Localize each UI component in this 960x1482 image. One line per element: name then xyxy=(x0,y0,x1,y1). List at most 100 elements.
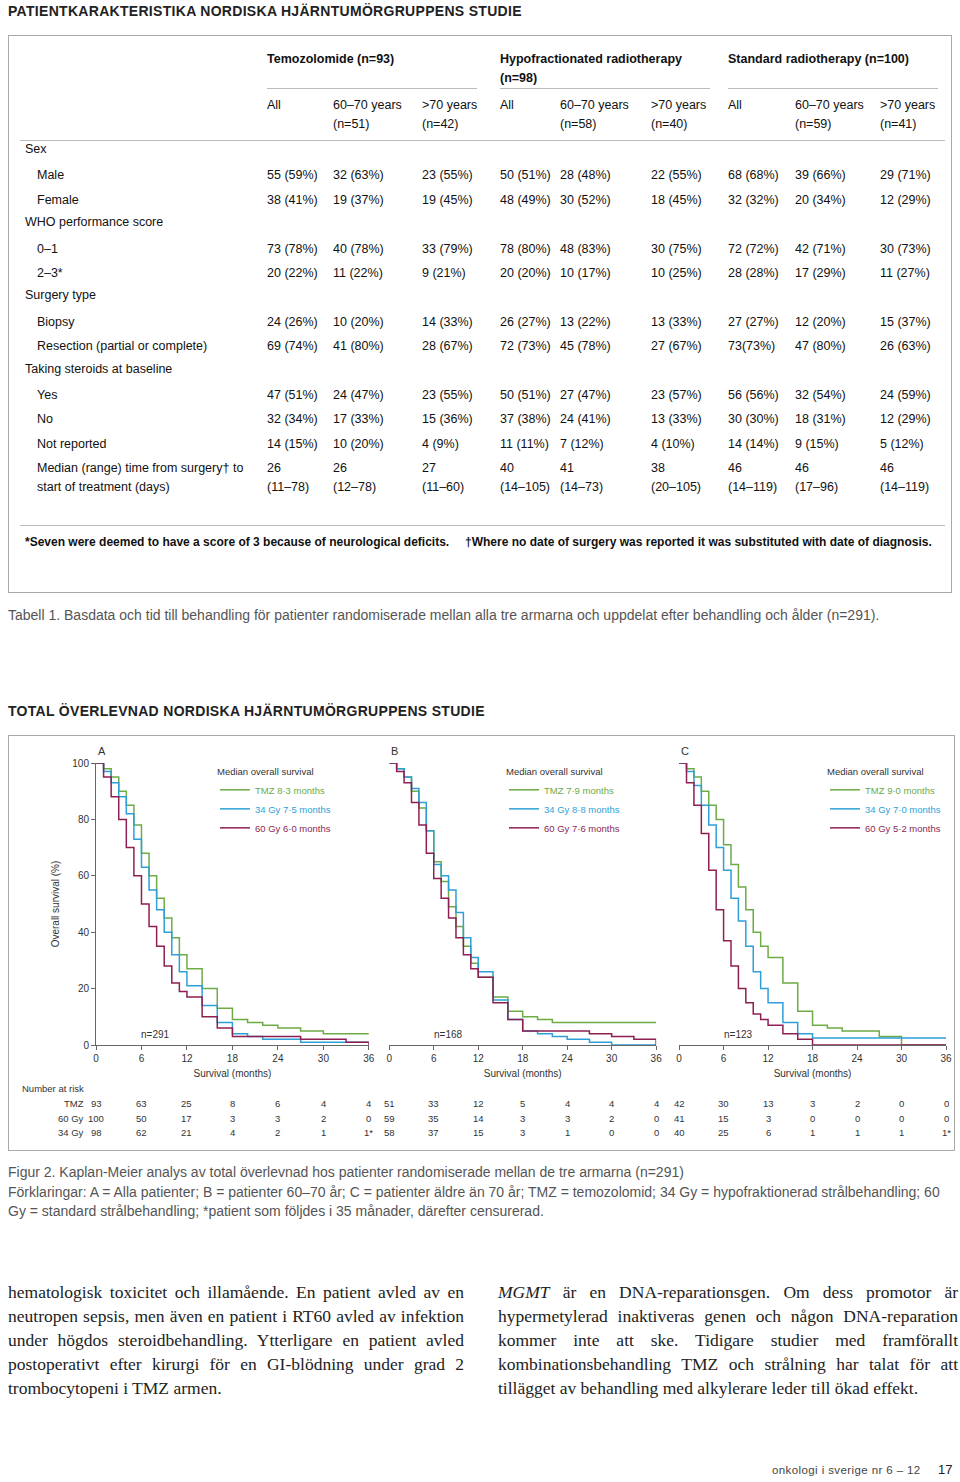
svg-text:51: 51 xyxy=(384,1098,395,1109)
svg-text:1*: 1* xyxy=(364,1127,373,1138)
svg-text:18: 18 xyxy=(807,1053,819,1064)
svg-text:0: 0 xyxy=(93,1053,99,1064)
svg-text:4: 4 xyxy=(366,1098,371,1109)
svg-text:TMZ 7·9 months: TMZ 7·9 months xyxy=(544,785,614,796)
svg-text:1: 1 xyxy=(899,1127,904,1138)
svg-text:Median overall survival: Median overall survival xyxy=(506,766,603,777)
svg-text:Survival (months): Survival (months) xyxy=(194,1068,272,1079)
svg-text:100: 100 xyxy=(88,1113,104,1124)
svg-text:41: 41 xyxy=(674,1113,685,1124)
svg-text:Overall survival (%): Overall survival (%) xyxy=(50,861,61,948)
svg-text:2: 2 xyxy=(609,1113,614,1124)
svg-text:34 Gy: 34 Gy xyxy=(58,1127,84,1138)
svg-text:3: 3 xyxy=(565,1113,570,1124)
svg-text:n=168: n=168 xyxy=(434,1029,463,1040)
svg-text:30: 30 xyxy=(896,1053,908,1064)
svg-text:2: 2 xyxy=(855,1098,860,1109)
svg-text:1: 1 xyxy=(321,1127,326,1138)
svg-text:60 Gy 6·0 months: 60 Gy 6·0 months xyxy=(255,823,331,834)
svg-text:0: 0 xyxy=(944,1098,949,1109)
svg-text:0: 0 xyxy=(899,1113,904,1124)
svg-text:34 Gy 7·0 months: 34 Gy 7·0 months xyxy=(865,804,941,815)
svg-text:Survival (months): Survival (months) xyxy=(484,1068,562,1079)
svg-text:98: 98 xyxy=(91,1127,102,1138)
svg-text:0: 0 xyxy=(366,1113,371,1124)
svg-text:1: 1 xyxy=(565,1127,570,1138)
svg-text:Number at risk: Number at risk xyxy=(22,1083,84,1094)
svg-text:62: 62 xyxy=(136,1127,147,1138)
svg-text:60 Gy 5·2 months: 60 Gy 5·2 months xyxy=(865,823,941,834)
svg-text:A: A xyxy=(98,745,106,757)
svg-text:3: 3 xyxy=(275,1113,280,1124)
svg-text:0: 0 xyxy=(810,1113,815,1124)
svg-text:60 Gy: 60 Gy xyxy=(58,1113,84,1124)
svg-text:0: 0 xyxy=(83,1040,89,1051)
svg-text:TMZ 8·3 months: TMZ 8·3 months xyxy=(255,785,325,796)
svg-text:36: 36 xyxy=(940,1053,952,1064)
svg-text:37: 37 xyxy=(428,1127,439,1138)
svg-text:Survival (months): Survival (months) xyxy=(774,1068,852,1079)
svg-text:25: 25 xyxy=(181,1098,192,1109)
svg-text:18: 18 xyxy=(517,1053,529,1064)
svg-text:C: C xyxy=(681,745,689,757)
svg-text:8: 8 xyxy=(230,1098,235,1109)
svg-text:TMZ: TMZ xyxy=(64,1098,84,1109)
svg-text:36: 36 xyxy=(651,1053,663,1064)
svg-text:40: 40 xyxy=(78,927,90,938)
svg-text:3: 3 xyxy=(520,1113,525,1124)
svg-text:4: 4 xyxy=(654,1098,659,1109)
svg-text:63: 63 xyxy=(136,1098,147,1109)
svg-text:0: 0 xyxy=(944,1113,949,1124)
svg-text:33: 33 xyxy=(428,1098,439,1109)
svg-text:60: 60 xyxy=(78,870,90,881)
svg-text:Median overall survival: Median overall survival xyxy=(217,766,314,777)
svg-text:4: 4 xyxy=(230,1127,235,1138)
svg-text:n=291: n=291 xyxy=(141,1029,170,1040)
svg-text:3: 3 xyxy=(520,1127,525,1138)
svg-text:6: 6 xyxy=(766,1127,771,1138)
svg-text:4: 4 xyxy=(565,1098,570,1109)
svg-text:0: 0 xyxy=(855,1113,860,1124)
svg-text:13: 13 xyxy=(763,1098,774,1109)
svg-text:24: 24 xyxy=(272,1053,284,1064)
svg-text:15: 15 xyxy=(718,1113,729,1124)
svg-text:18: 18 xyxy=(227,1053,239,1064)
svg-text:14: 14 xyxy=(473,1113,484,1124)
svg-text:0: 0 xyxy=(899,1098,904,1109)
svg-text:34 Gy 8·8 months: 34 Gy 8·8 months xyxy=(544,804,620,815)
svg-text:1: 1 xyxy=(855,1127,860,1138)
svg-text:Median overall survival: Median overall survival xyxy=(827,766,924,777)
svg-text:6: 6 xyxy=(139,1053,145,1064)
svg-text:93: 93 xyxy=(91,1098,102,1109)
svg-text:24: 24 xyxy=(562,1053,574,1064)
svg-text:TMZ 9·0 months: TMZ 9·0 months xyxy=(865,785,935,796)
svg-text:12: 12 xyxy=(763,1053,775,1064)
svg-text:12: 12 xyxy=(473,1053,485,1064)
svg-text:40: 40 xyxy=(674,1127,685,1138)
svg-text:17: 17 xyxy=(181,1113,192,1124)
svg-text:0: 0 xyxy=(654,1113,659,1124)
svg-text:20: 20 xyxy=(78,983,90,994)
svg-text:4: 4 xyxy=(609,1098,614,1109)
svg-text:21: 21 xyxy=(181,1127,192,1138)
svg-text:3: 3 xyxy=(810,1098,815,1109)
svg-text:2: 2 xyxy=(321,1113,326,1124)
svg-text:12: 12 xyxy=(473,1098,484,1109)
svg-text:12: 12 xyxy=(181,1053,193,1064)
svg-text:0: 0 xyxy=(654,1127,659,1138)
svg-text:3: 3 xyxy=(766,1113,771,1124)
svg-text:58: 58 xyxy=(384,1127,395,1138)
svg-text:80: 80 xyxy=(78,814,90,825)
svg-text:15: 15 xyxy=(473,1127,484,1138)
svg-text:24: 24 xyxy=(851,1053,863,1064)
svg-text:35: 35 xyxy=(428,1113,439,1124)
svg-text:1*: 1* xyxy=(942,1127,951,1138)
svg-text:6: 6 xyxy=(721,1053,727,1064)
svg-text:1: 1 xyxy=(810,1127,815,1138)
svg-text:0: 0 xyxy=(609,1127,614,1138)
svg-text:2: 2 xyxy=(275,1127,280,1138)
svg-text:30: 30 xyxy=(718,1098,729,1109)
svg-text:4: 4 xyxy=(321,1098,326,1109)
svg-text:25: 25 xyxy=(718,1127,729,1138)
svg-text:n=123: n=123 xyxy=(724,1029,753,1040)
